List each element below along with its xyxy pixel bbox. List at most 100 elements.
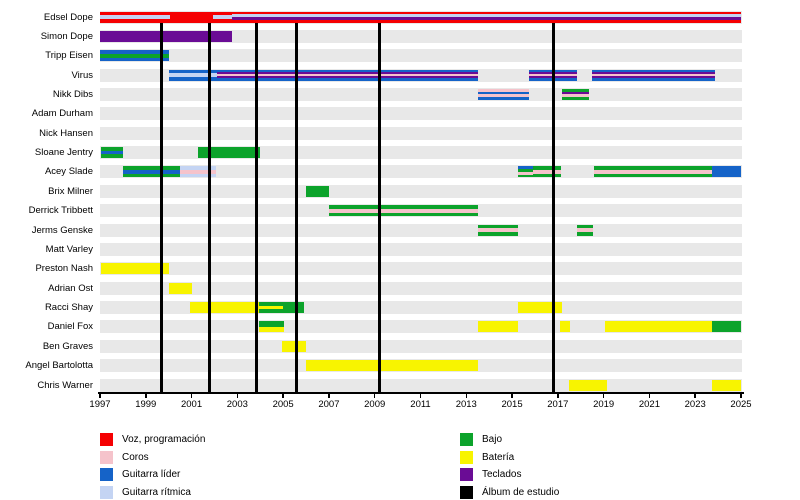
axis-tick-label: 2007 [318, 399, 340, 410]
member-row-band [100, 146, 742, 160]
timeline-bar-segment [190, 302, 260, 314]
axis-tick [694, 393, 696, 398]
bar-stripe [306, 185, 329, 197]
bar-stripe [577, 231, 594, 236]
axis-tick-label: 1997 [89, 399, 111, 410]
member-label: Matt Varley [45, 243, 93, 255]
bar-stripe [517, 171, 533, 175]
member-row-band [100, 126, 742, 140]
bar-stripe [592, 71, 715, 75]
bar-stripe [594, 173, 713, 178]
bar-stripe [477, 228, 518, 232]
axis-tick [557, 393, 559, 398]
bar-stripe [532, 170, 562, 174]
bar-stripe [517, 174, 533, 178]
album-line [377, 23, 381, 393]
bar-stripe [562, 94, 589, 98]
axis-tick-label: 1999 [135, 399, 157, 410]
member-label: Simon Dope [40, 30, 93, 42]
bar-stripe [569, 379, 608, 391]
timeline-bar-segment [180, 166, 216, 178]
member-label: Adrian Ost [48, 282, 93, 294]
legend-label: Álbum de estudio [482, 486, 560, 498]
axis-tick-label: 2025 [730, 399, 752, 410]
axis-tick-label: 2009 [364, 399, 386, 410]
legend-swatch [100, 485, 113, 499]
bar-stripe [517, 302, 563, 314]
timeline-bar-segment [216, 69, 478, 81]
timeline-bar-segment [169, 11, 214, 23]
legend-label: Batería [482, 451, 515, 463]
axis-tick-label: 2013 [455, 399, 477, 410]
bar-stripe [100, 30, 233, 42]
timeline-bar-segment [560, 321, 571, 333]
member-row-band [100, 184, 742, 198]
axis-tick [236, 393, 239, 398]
timeline-bar-segment [328, 205, 478, 217]
bar-stripe [577, 224, 594, 229]
bar-stripe [216, 76, 478, 79]
axis-tick [99, 393, 101, 398]
member-label: Brix Milner [48, 185, 93, 197]
timeline-bar-segment [477, 88, 530, 100]
legend-label: Teclados [482, 469, 522, 480]
member-label: Derrick Tribbett [28, 205, 93, 217]
legend-label: Guitarra líder [122, 469, 181, 480]
bar-stripe [517, 166, 533, 170]
bar-stripe [477, 88, 530, 92]
axis-tick [328, 393, 330, 398]
member-row-band [100, 378, 742, 392]
axis-tick-label: 2005 [272, 399, 294, 410]
bar-stripe [477, 231, 518, 236]
member-label: Racci Shay [44, 302, 93, 314]
legend-swatch [100, 450, 113, 464]
timeline-bar-segment [517, 166, 533, 178]
timeline-bar-segment [168, 282, 192, 294]
legend-swatch [100, 468, 113, 481]
timeline-bar-segment [517, 302, 563, 314]
bar-stripe [712, 166, 741, 178]
legend-swatch [460, 468, 473, 481]
timeline-bar-segment [100, 11, 170, 23]
member-row-band [100, 165, 742, 179]
bar-stripe [122, 170, 181, 174]
timeline-bar-segment [477, 224, 518, 236]
bar-stripe [213, 15, 233, 19]
bar-stripe [328, 208, 478, 213]
member-label: Sloane Jentry [34, 147, 93, 159]
bar-stripe [259, 326, 285, 333]
bar-stripe [168, 76, 217, 81]
axis-tick [511, 393, 513, 398]
bar-stripe [100, 18, 170, 23]
axis-tick [465, 393, 468, 398]
legend-swatch [460, 485, 473, 499]
member-label: Angel Bartolotta [25, 360, 93, 372]
album-line [208, 23, 212, 393]
timeline-bar-segment [101, 263, 169, 275]
axis-tick [190, 393, 193, 398]
bar-stripe [232, 17, 741, 20]
member-label: Preston Nash [35, 263, 93, 275]
bar-stripe [122, 173, 181, 178]
bar-stripe [169, 11, 214, 23]
timeline-bar-segment [592, 69, 715, 81]
axis-tick [648, 393, 651, 398]
bar-stripe [101, 147, 123, 151]
bar-stripe [517, 169, 533, 172]
bar-stripe [216, 71, 478, 75]
bar-stripe [216, 74, 478, 77]
axis-tick [602, 393, 605, 398]
axis-tick [145, 393, 147, 398]
bar-stripe [328, 212, 478, 217]
member-row-band [100, 223, 742, 237]
bar-stripe [560, 321, 571, 333]
bar-stripe [180, 173, 216, 178]
bar-stripe [592, 78, 715, 81]
bar-stripe [180, 170, 216, 174]
member-label: Tripp Eisen [45, 50, 93, 62]
axis-tick-label: 2017 [547, 399, 569, 410]
timeline-bar-segment [306, 185, 329, 197]
axis-tick [373, 393, 376, 398]
axis-tick-label: 2015 [501, 399, 523, 410]
